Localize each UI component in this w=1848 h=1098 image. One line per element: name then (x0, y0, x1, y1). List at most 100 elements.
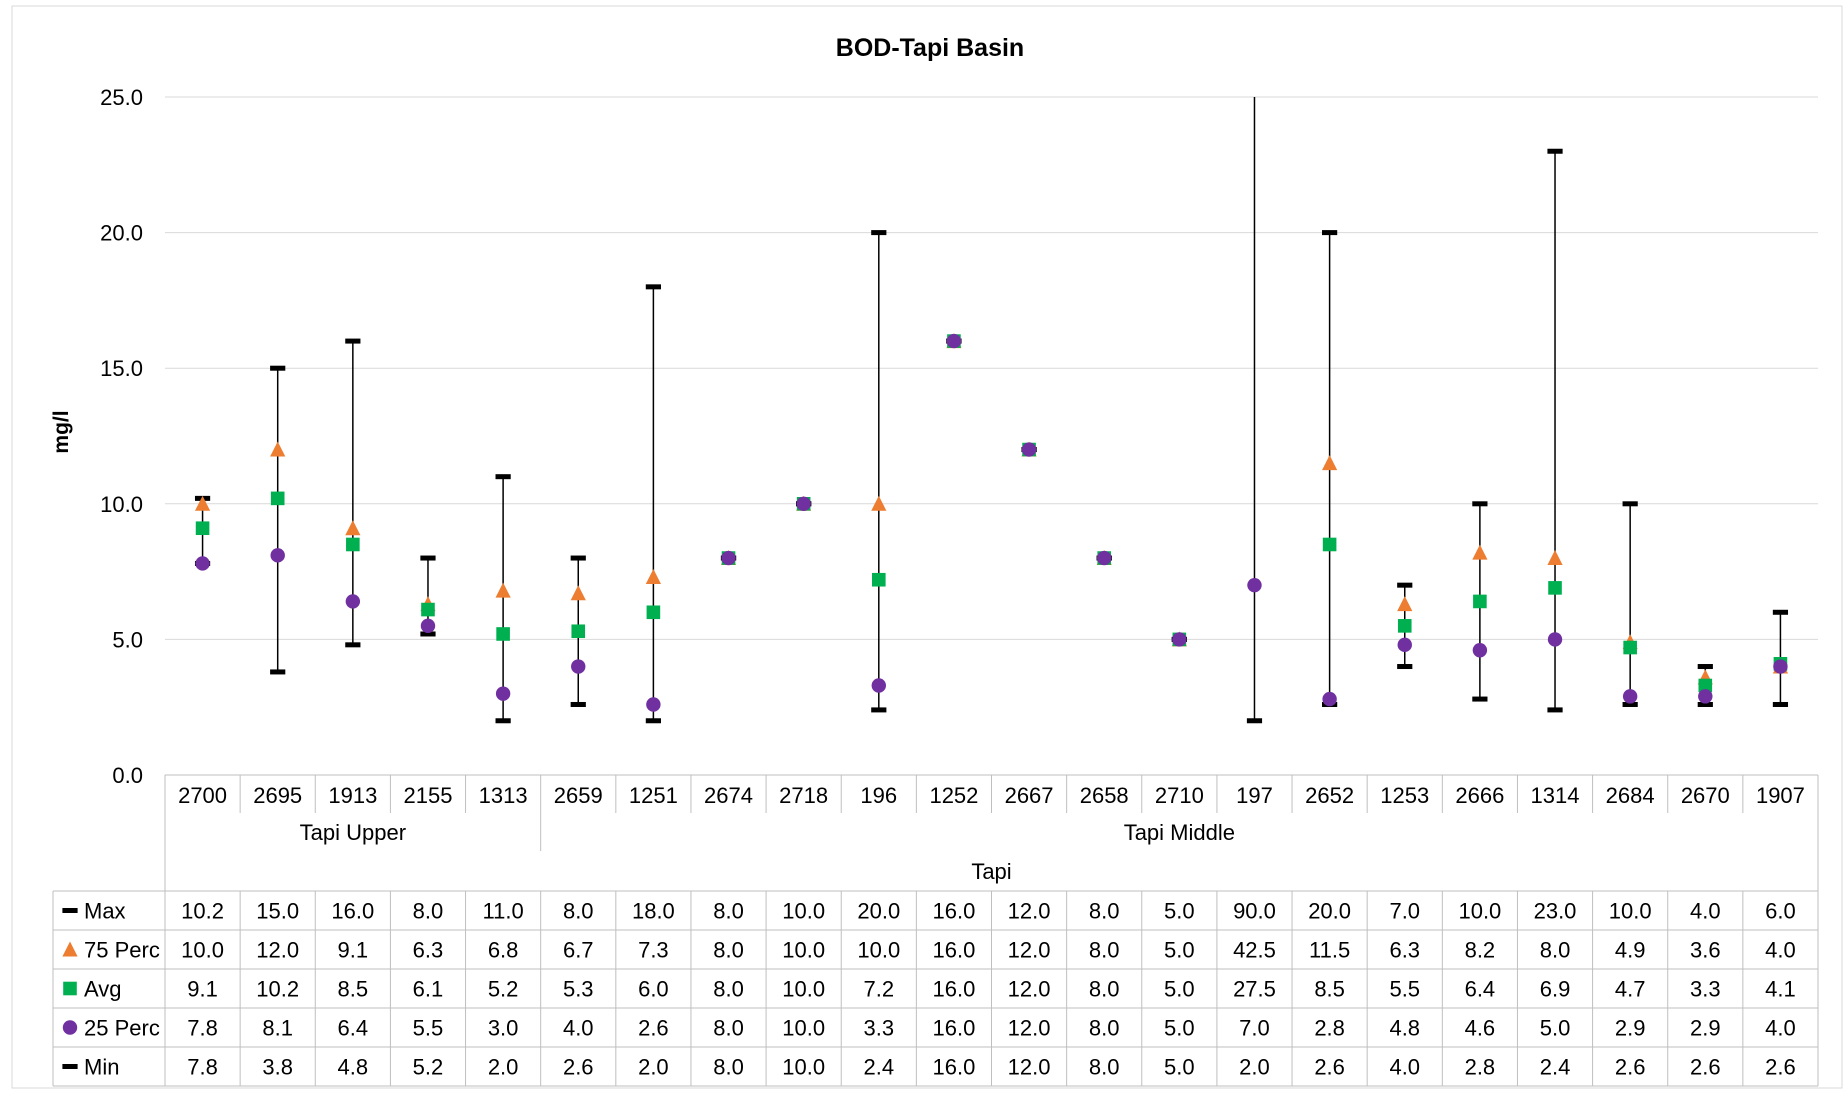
chart-title: BOD-Tapi Basin (836, 34, 1024, 62)
table-cell-value: 16.0 (933, 977, 976, 1002)
25-perc-point (571, 659, 586, 674)
max-point (645, 284, 661, 290)
y-axis-label: mg/l (50, 410, 73, 453)
25-perc-point (1547, 632, 1563, 647)
table-cell-value: 5.0 (1164, 938, 1195, 963)
max-point (1772, 609, 1789, 615)
25-perc-point (1322, 691, 1337, 707)
table-cell-value: 4.8 (1389, 1016, 1420, 1041)
25-perc-point (270, 548, 285, 563)
min-point (1772, 701, 1789, 707)
min-point (345, 642, 361, 648)
table-cell-value: 10.0 (782, 1016, 825, 1041)
table-cell-value: 23.0 (1534, 899, 1577, 924)
y-tick-label: 10.0 (100, 492, 143, 517)
max-point (871, 230, 887, 236)
avg-point (346, 537, 360, 552)
table-cell-value: 7.3 (638, 938, 669, 963)
legend-marker (62, 908, 78, 913)
min-point (420, 631, 436, 637)
avg-point (195, 521, 210, 536)
min-point (1547, 707, 1563, 713)
table-cell-value: 2.9 (1690, 1016, 1721, 1041)
table-cell-value: 12.0 (256, 938, 299, 963)
table-cell-value: 20.0 (1308, 899, 1351, 924)
avg-point (1322, 537, 1337, 552)
table-cell-value: 8.1 (262, 1016, 293, 1041)
table-cell-value: 6.1 (413, 977, 444, 1002)
min-point (270, 669, 286, 675)
table-cell-value: 16.0 (933, 1055, 976, 1080)
table-cell-value: 16.0 (933, 1016, 976, 1041)
table-cell-value: 6.0 (638, 977, 669, 1002)
legend-label: 25 Perc (84, 1016, 160, 1041)
data-markers (194, 148, 1789, 724)
75-perc-point (345, 520, 361, 536)
max-point (1697, 664, 1713, 670)
table-cell-value: 12.0 (1008, 938, 1051, 963)
table-cell-value: 11.0 (483, 899, 524, 924)
table-cell-value: 2.6 (563, 1055, 594, 1080)
table-cell-value: 5.0 (1540, 1016, 1571, 1041)
table-cell-value: 3.3 (1690, 977, 1721, 1002)
category-label: 2710 (1155, 783, 1204, 808)
table-cell-value: 10.0 (1458, 899, 1501, 924)
table-cell-value: 4.0 (563, 1016, 594, 1041)
min-point (570, 701, 586, 707)
table-cell-value: 4.7 (1615, 977, 1646, 1002)
table-cell-value: 4.9 (1615, 938, 1646, 963)
table-cell-value: 9.1 (338, 938, 369, 963)
table-cell-value: 10.0 (857, 938, 900, 963)
table-cell-value: 16.0 (933, 938, 976, 963)
table-cell-value: 6.0 (1765, 899, 1796, 924)
table-cell-value: 5.0 (1164, 977, 1195, 1002)
max-point (570, 555, 586, 561)
table-cell-value: 18.0 (632, 899, 675, 924)
table-cell-value: 2.0 (1239, 1055, 1270, 1080)
table-cell-value: 10.0 (181, 938, 224, 963)
75-perc-point (495, 582, 511, 598)
table-cell-value: 7.8 (187, 1016, 218, 1041)
table-cell-value: 12.0 (1008, 899, 1051, 924)
min-point (1697, 701, 1713, 707)
table-cell-value: 8.0 (1089, 899, 1120, 924)
legend-label: Avg (84, 977, 122, 1002)
data-table: 2700 2695 1913 2155 1313 2659 1251 2674 2718 196 1… (52, 774, 1819, 1087)
25-perc-point (1698, 689, 1713, 704)
table-cell-value: 20.0 (857, 899, 900, 924)
table-cell-value: 6.4 (338, 1016, 369, 1041)
category-label: 197 (1236, 783, 1273, 808)
table-cell-value: 12.0 (1008, 1055, 1051, 1080)
table-cell-value: 4.0 (1389, 1055, 1420, 1080)
25-perc-point (1247, 577, 1262, 593)
table-cell-value: 2.0 (638, 1055, 669, 1080)
category-label: 1313 (479, 783, 528, 808)
table-cell-value: 8.0 (1089, 1016, 1120, 1041)
grid-layer (165, 96, 1818, 640)
avg-point (270, 491, 285, 506)
table-cell-value: 3.6 (1690, 938, 1721, 963)
table-cell-value: 3.0 (488, 1016, 519, 1041)
table-cell-value: 10.0 (782, 977, 825, 1002)
25-perc-point (495, 686, 511, 701)
group-label: Tapi Middle (1124, 820, 1235, 845)
table-cell-value: 4.0 (1690, 899, 1721, 924)
table-cell-value: 7.8 (187, 1055, 218, 1080)
25-perc-point (946, 333, 962, 349)
table-cell-value: 8.2 (1465, 938, 1496, 963)
max-point (495, 474, 511, 480)
avg-point (1397, 619, 1412, 633)
75-perc-point (194, 495, 211, 511)
table-cell-value: 8.5 (338, 977, 369, 1002)
table-cell-value: 9.1 (187, 977, 218, 1002)
legend-marker (62, 1064, 78, 1069)
table-cell-value: 8.0 (1089, 1055, 1120, 1080)
legend-marker (62, 1020, 78, 1035)
table-cell-value: 5.0 (1164, 1016, 1195, 1041)
table-cell-value: 2.9 (1615, 1016, 1646, 1041)
table-cell-value: 6.7 (563, 938, 594, 963)
25-perc-point (1397, 637, 1412, 653)
category-label: 2667 (1005, 783, 1054, 808)
category-label: 1251 (629, 783, 678, 808)
table-cell-value: 5.5 (413, 1016, 444, 1041)
